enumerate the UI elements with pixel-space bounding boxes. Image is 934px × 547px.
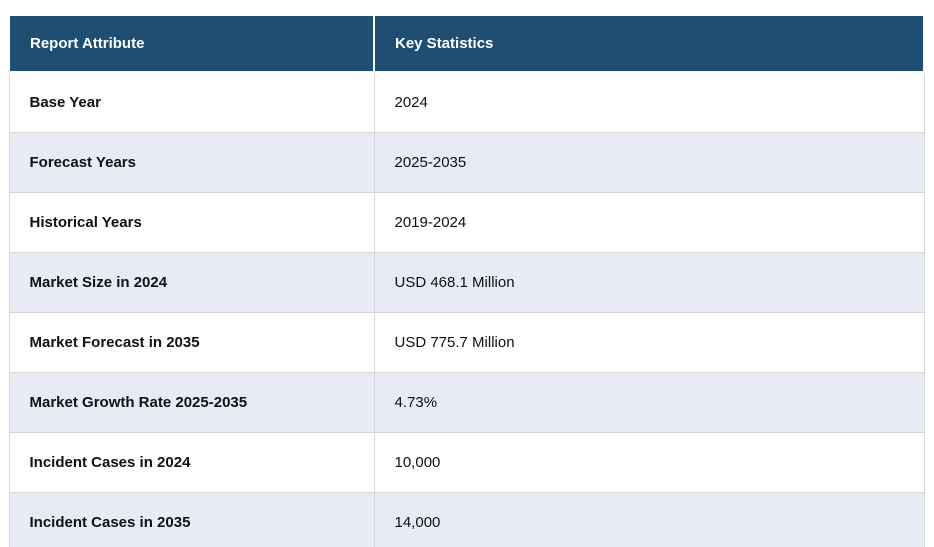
- attribute-cell: Market Forecast in 2035: [8, 312, 375, 373]
- table-row: Market Growth Rate 2025-2035 4.73%: [8, 372, 925, 433]
- value-cell: 14,000: [373, 492, 925, 547]
- value-cell: USD 468.1 Million: [373, 252, 925, 313]
- table-header-row: Report Attribute Key Statistics: [8, 14, 925, 73]
- report-summary-table-container: Report Attribute Key Statistics Base Yea…: [8, 14, 925, 547]
- attribute-cell: Forecast Years: [8, 132, 375, 193]
- value-cell: 2024: [373, 71, 925, 133]
- attribute-cell: Incident Cases in 2035: [8, 492, 375, 547]
- attribute-cell: Historical Years: [8, 192, 375, 253]
- value-cell: 2019-2024: [373, 192, 925, 253]
- report-statistics-table: Report Attribute Key Statistics Base Yea…: [8, 14, 925, 547]
- table-row: Market Forecast in 2035 USD 775.7 Millio…: [8, 312, 925, 373]
- value-cell: 10,000: [373, 432, 925, 493]
- value-cell: USD 775.7 Million: [373, 312, 925, 373]
- attribute-cell: Base Year: [8, 71, 375, 133]
- attribute-cell: Incident Cases in 2024: [8, 432, 375, 493]
- attribute-cell: Market Growth Rate 2025-2035: [8, 372, 375, 433]
- table-row: Historical Years 2019-2024: [8, 192, 925, 253]
- table-row: Incident Cases in 2035 14,000: [8, 492, 925, 547]
- value-cell: 2025-2035: [373, 132, 925, 193]
- table-row: Forecast Years 2025-2035: [8, 132, 925, 193]
- table-row: Base Year 2024: [8, 71, 925, 133]
- column-header-report-attribute: Report Attribute: [8, 14, 375, 73]
- table-row: Market Size in 2024 USD 468.1 Million: [8, 252, 925, 313]
- attribute-cell: Market Size in 2024: [8, 252, 375, 313]
- column-header-key-statistics: Key Statistics: [373, 14, 925, 73]
- table-row: Incident Cases in 2024 10,000: [8, 432, 925, 493]
- value-cell: 4.73%: [373, 372, 925, 433]
